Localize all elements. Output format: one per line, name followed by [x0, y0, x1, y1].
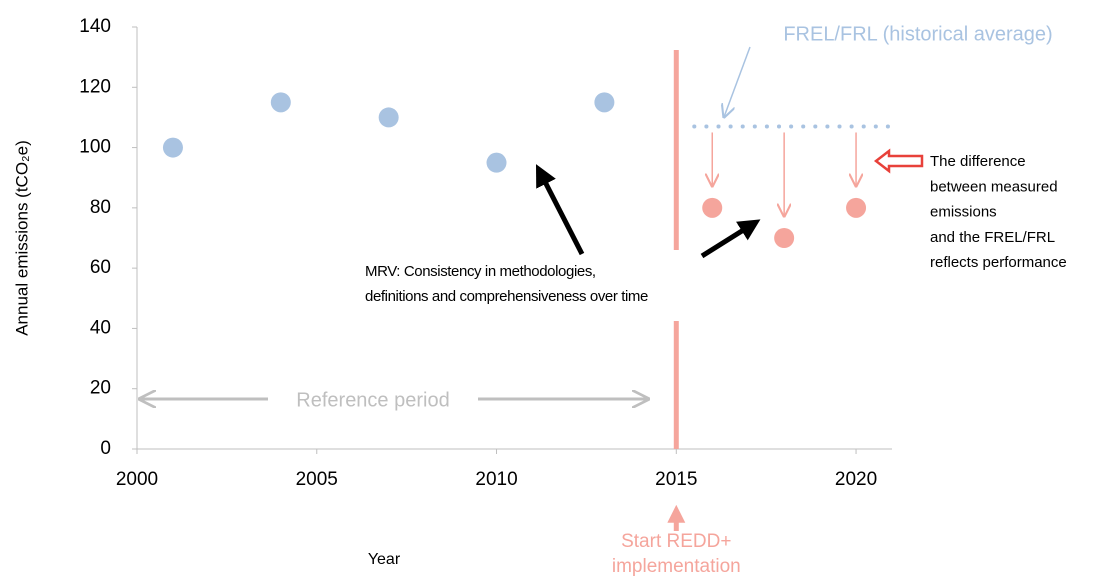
- data-point: [486, 152, 507, 173]
- implementation-label: Start REDD+: [621, 531, 731, 552]
- x-tick-label: 2020: [835, 469, 877, 490]
- y-tick-label: 40: [90, 317, 111, 338]
- y-tick-label: 120: [79, 76, 111, 97]
- x-tick-label: 2005: [296, 469, 338, 490]
- mrv-note: definitions and comprehensiveness over t…: [365, 288, 648, 305]
- data-point: [378, 107, 399, 128]
- y-tick-label: 140: [79, 16, 111, 37]
- performance-note: reflects performance: [930, 254, 1067, 271]
- x-tick-label: 2010: [475, 469, 517, 490]
- y-tick-label: 80: [90, 197, 111, 218]
- mrv-arrow: [535, 164, 585, 256]
- x-axis-label: Year: [368, 551, 401, 568]
- performance-note: emissions: [930, 204, 997, 221]
- performance-note: The difference: [930, 153, 1026, 170]
- y-tick-label: 100: [79, 137, 111, 158]
- mrv-arrow: [700, 219, 761, 259]
- y-tick-label: 0: [100, 438, 111, 459]
- mrv-note: MRV: Consistency in methodologies,: [365, 263, 596, 280]
- implementation-label: implementation: [612, 556, 741, 577]
- performance-pointer: [873, 148, 924, 174]
- performance-note: between measured: [930, 178, 1058, 195]
- y-tick-label: 60: [90, 257, 111, 278]
- frel-label: FREL/FRL (historical average): [783, 23, 1052, 45]
- x-tick-label: 2000: [116, 469, 158, 490]
- reference-period-label: Reference period: [296, 389, 449, 411]
- y-tick-label: 20: [90, 378, 111, 399]
- data-point: [774, 228, 795, 248]
- x-tick-label: 2015: [655, 469, 697, 490]
- data-point: [702, 197, 723, 218]
- data-point: [594, 92, 615, 113]
- data-point: [162, 137, 183, 158]
- performance-note: and the FREL/FRL: [930, 229, 1055, 246]
- data-point: [846, 197, 867, 218]
- data-point: [270, 92, 291, 113]
- frel-pointer: [724, 46, 751, 117]
- y-axis-label: Annual emissions (tCO₂e): [12, 140, 31, 336]
